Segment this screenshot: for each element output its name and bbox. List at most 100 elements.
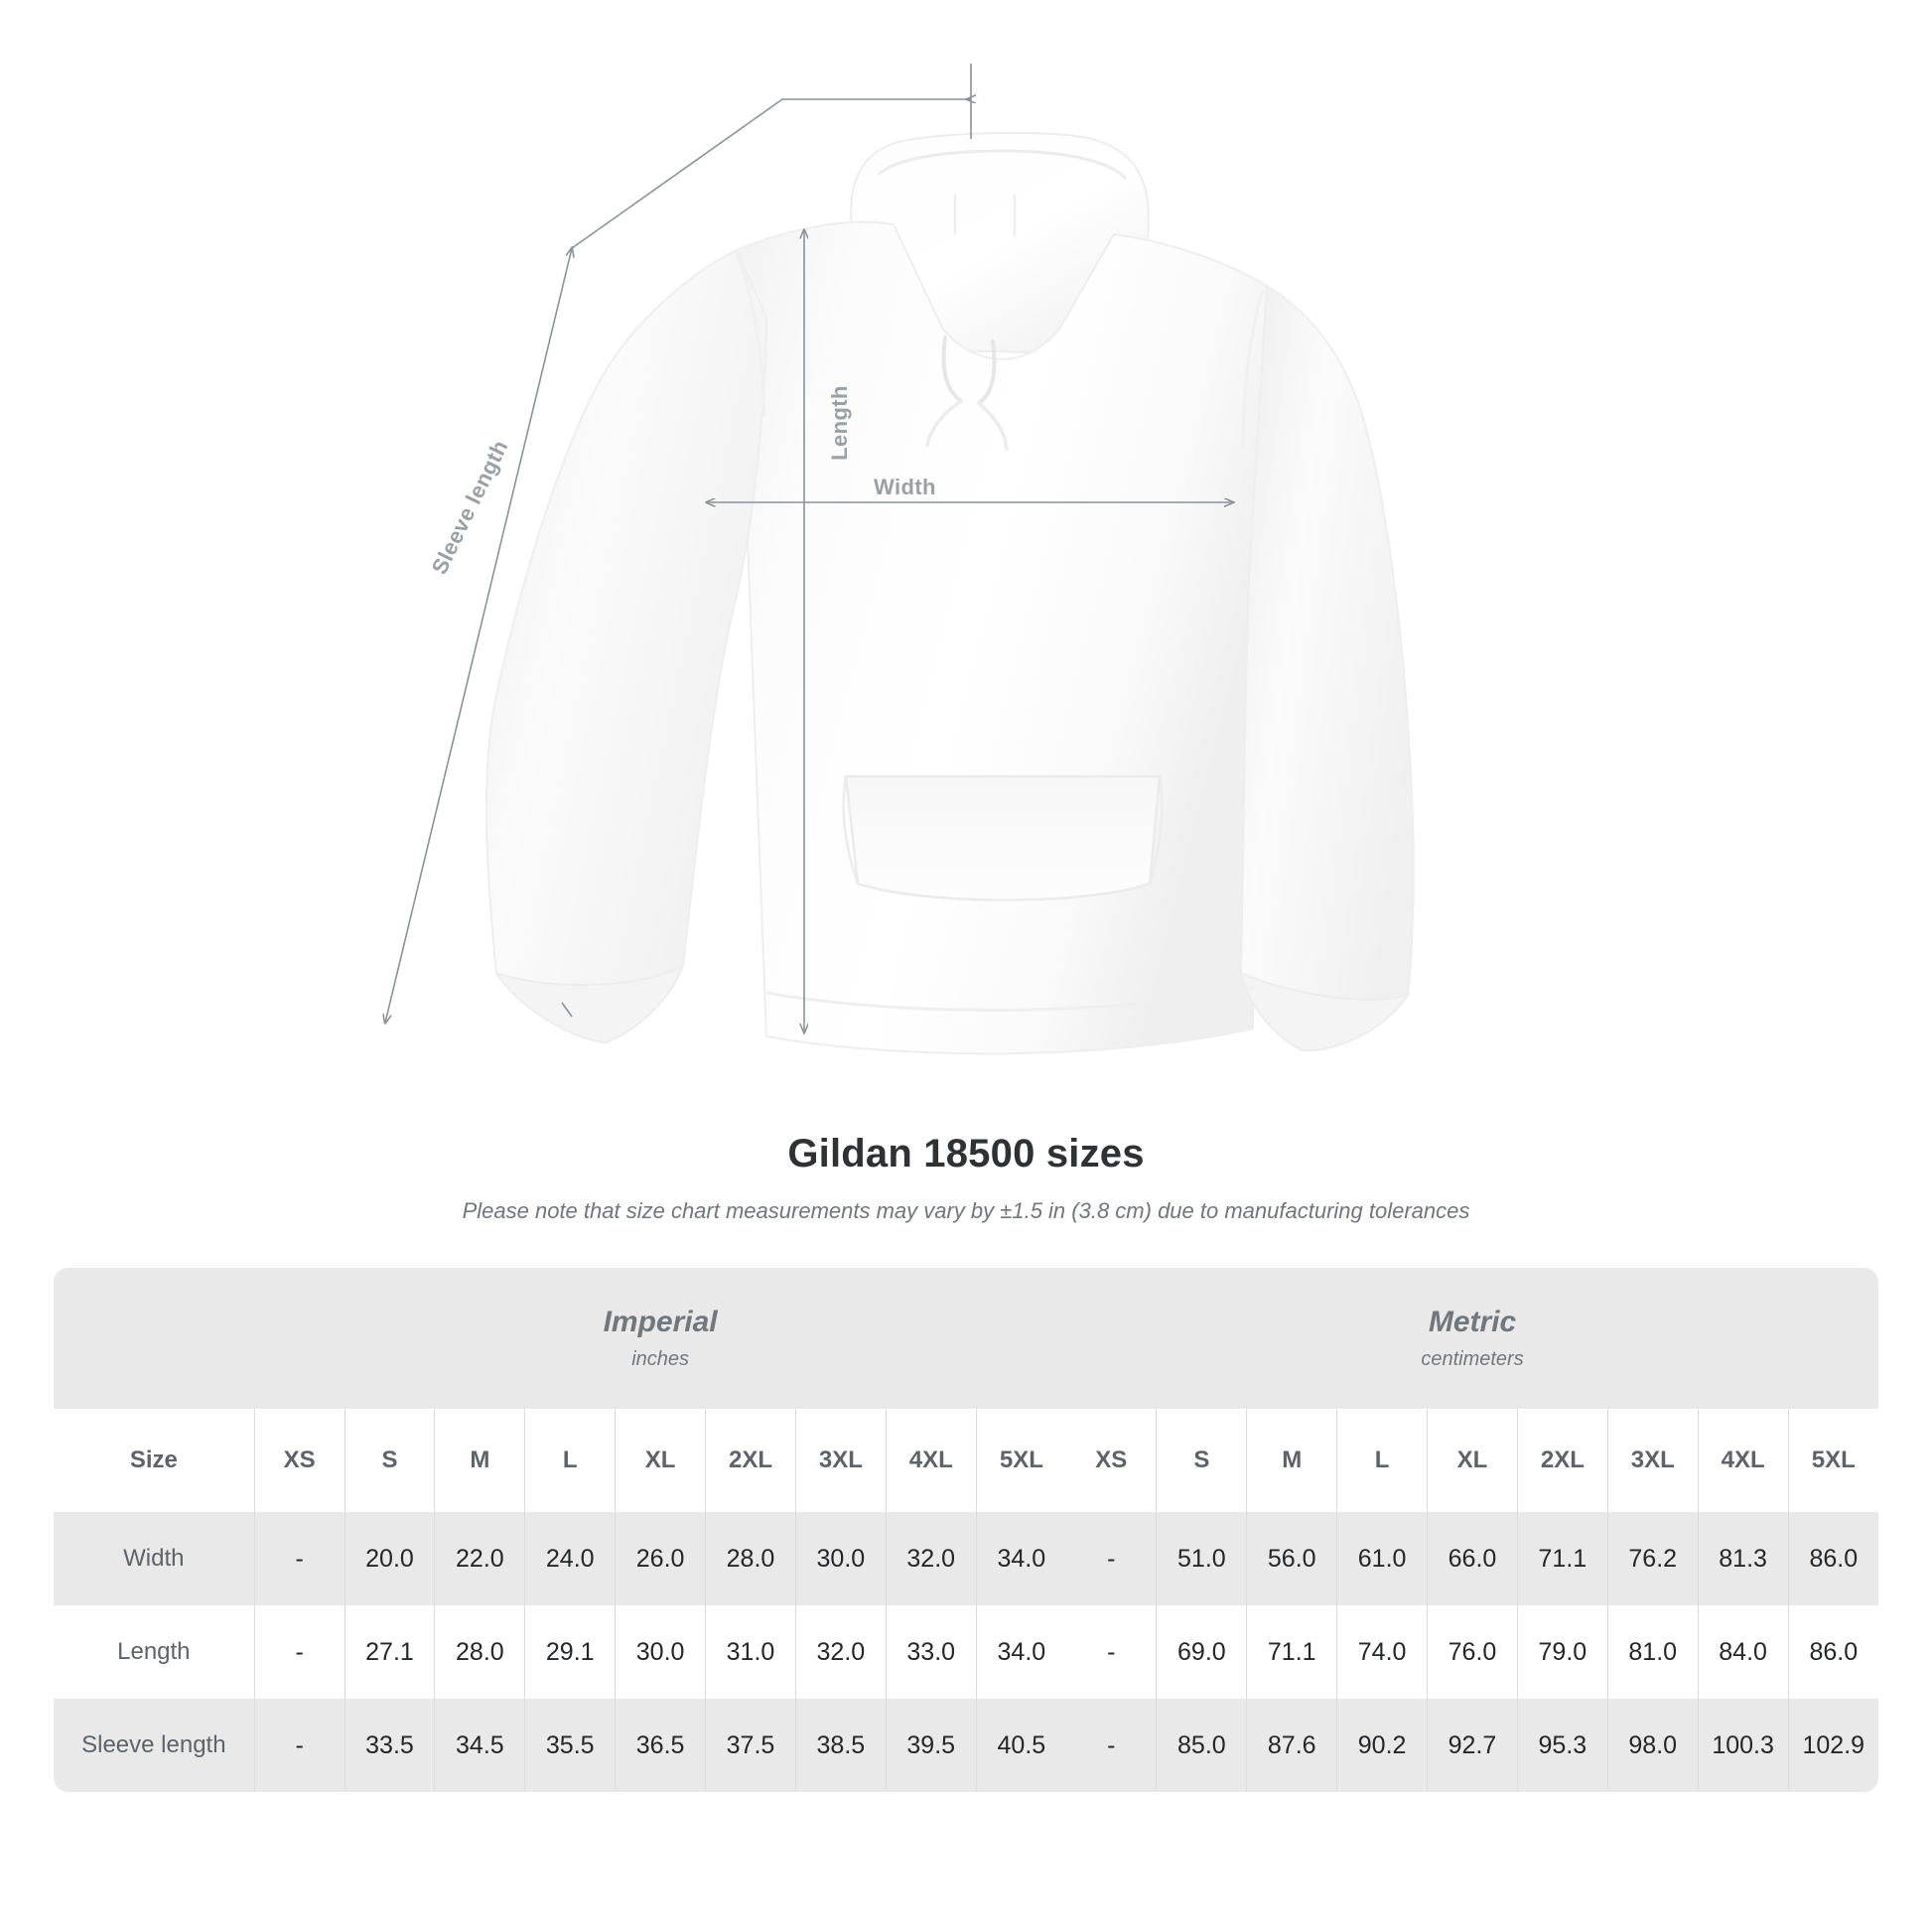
size-header-imperial-4xl: 4XL [885,1409,977,1512]
tolerance-note: Please note that size chart measurements… [462,1198,1470,1223]
size-table-wrapper: Imperial inches Metric centimeters Size XS S M L… [54,1268,1878,1792]
cell-length-metric-2xl: 79.0 [1516,1605,1608,1699]
unit-row-corner [54,1268,255,1409]
cell-sleeve-length-imperial-2xl: 37.5 [705,1699,796,1792]
size-table: Imperial inches Metric centimeters Size XS S M L… [54,1268,1878,1792]
cell-width-imperial-3xl: 30.0 [794,1512,887,1605]
unit-header-metric: Metric centimeters [1066,1268,1878,1409]
cell-sleeve-length-imperial-3xl: 38.5 [794,1699,887,1792]
size-header-metric-5xl: 5XL [1787,1409,1878,1512]
size-header-metric-2xl: 2XL [1516,1409,1608,1512]
cell-length-imperial-2xl: 31.0 [705,1605,796,1699]
cell-length-imperial-xs: - [253,1605,345,1699]
cell-sleeve-length-imperial-5xl: 40.5 [975,1699,1067,1792]
cell-sleeve-length-metric-xl: 92.7 [1427,1699,1518,1792]
size-header-metric-4xl: 4XL [1697,1409,1789,1512]
size-header-metric-xl: XL [1427,1409,1518,1512]
cell-width-metric-xs: - [1066,1512,1157,1605]
unit-subtitle: centimeters [1421,1347,1524,1370]
cell-length-imperial-s: 27.1 [344,1605,435,1699]
cell-length-metric-5xl: 86.0 [1787,1605,1878,1699]
row-header-width: Width [54,1512,255,1605]
cell-width-imperial-xs: - [253,1512,345,1605]
cell-sleeve-length-metric-xs: - [1066,1699,1157,1792]
cell-sleeve-length-metric-s: 85.0 [1156,1699,1247,1792]
hoodie-illustration [484,131,1415,1055]
unit-banner-row: Imperial inches Metric centimeters [54,1268,1878,1409]
cell-width-metric-m: 56.0 [1246,1512,1337,1605]
cell-length-metric-m: 71.1 [1246,1605,1337,1699]
cell-width-imperial-s: 20.0 [344,1512,435,1605]
cell-sleeve-length-imperial-s: 33.5 [344,1699,435,1792]
size-header-metric-3xl: 3XL [1606,1409,1699,1512]
cell-length-metric-4xl: 84.0 [1697,1605,1789,1699]
size-column-header: Size [54,1409,255,1512]
table-row: Length -27.1 28.0 29.1 30.0 31.0 32.0 33.0 34.0-… [54,1605,1878,1699]
cell-sleeve-length-metric-3xl: 98.0 [1606,1699,1699,1792]
size-header-metric-xs: XS [1066,1409,1157,1512]
cell-length-imperial-4xl: 33.0 [885,1605,977,1699]
size-header-metric-l: L [1336,1409,1428,1512]
cell-width-imperial-2xl: 28.0 [705,1512,796,1605]
cell-width-imperial-xl: 26.0 [615,1512,706,1605]
cell-sleeve-length-imperial-xs: - [253,1699,345,1792]
cell-width-imperial-4xl: 32.0 [885,1512,977,1605]
size-header-row: Size XS S M L XL 2XL 3XL 4XL 5XL XS S M L XL 2XL 3XL 4XL 5… [54,1409,1878,1512]
measurement-guides [385,64,1233,1033]
unit-header-imperial: Imperial inches [254,1268,1067,1409]
row-header-sleeve-length: Sleeve length [54,1699,255,1792]
cell-sleeve-length-imperial-l: 35.5 [524,1699,616,1792]
page-title: Gildan 18500 sizes [787,1132,1145,1175]
size-header-imperial-5xl: 5XL [975,1409,1067,1512]
cell-sleeve-length-imperial-xl: 36.5 [615,1699,706,1792]
size-header-metric-m: M [1246,1409,1337,1512]
cell-length-imperial-l: 29.1 [524,1605,616,1699]
cell-length-metric-xs: - [1066,1605,1157,1699]
cell-width-metric-l: 61.0 [1336,1512,1428,1605]
cell-sleeve-length-metric-5xl: 102.9 [1787,1699,1878,1792]
cell-width-metric-5xl: 86.0 [1787,1512,1878,1605]
cell-width-metric-3xl: 76.2 [1606,1512,1699,1605]
cell-width-metric-s: 51.0 [1156,1512,1247,1605]
cell-length-metric-xl: 76.0 [1427,1605,1518,1699]
size-header-imperial-xs: XS [253,1409,345,1512]
cell-length-imperial-m: 28.0 [434,1605,525,1699]
cell-sleeve-length-metric-l: 90.2 [1336,1699,1428,1792]
cell-width-imperial-l: 24.0 [524,1512,616,1605]
diagram-svg [0,64,1415,1055]
cell-length-metric-s: 69.0 [1156,1605,1247,1699]
size-header-imperial-xl: XL [615,1409,706,1512]
size-header-imperial-2xl: 2XL [705,1409,796,1512]
cell-sleeve-length-metric-2xl: 95.3 [1516,1699,1608,1792]
cell-width-imperial-5xl: 34.0 [975,1512,1067,1605]
unit-subtitle: inches [631,1347,690,1370]
size-header-metric-s: S [1156,1409,1247,1512]
cell-width-metric-2xl: 71.1 [1516,1512,1608,1605]
size-header-imperial-l: L [524,1409,616,1512]
row-header-length: Length [54,1605,255,1699]
width-label: Width [874,475,936,499]
cell-width-metric-4xl: 81.3 [1697,1512,1789,1605]
unit-name: Imperial [603,1306,718,1339]
cell-length-metric-3xl: 81.0 [1606,1605,1699,1699]
unit-name: Metric [1428,1306,1517,1339]
cell-width-metric-xl: 66.0 [1427,1512,1518,1605]
cell-length-imperial-5xl: 34.0 [975,1605,1067,1699]
cell-sleeve-length-imperial-m: 34.5 [434,1699,525,1792]
chart-headings: Gildan 18500 sizes Please note that size… [0,1132,1932,1224]
sleeve-length-guide [385,248,572,1023]
size-header-imperial-m: M [434,1409,525,1512]
table-row: Width -20.0 22.0 24.0 26.0 28.0 30.0 32.0 34.0-5… [54,1512,1878,1605]
cell-width-imperial-m: 22.0 [434,1512,525,1605]
size-header-imperial-s: S [344,1409,435,1512]
cell-sleeve-length-metric-4xl: 100.3 [1697,1699,1789,1792]
table-row: Sleeve length -33.5 34.5 35.5 36.5 37.5 38.5 39… [54,1699,1878,1792]
size-header-imperial-3xl: 3XL [794,1409,887,1512]
cell-length-imperial-xl: 30.0 [615,1605,706,1699]
cell-sleeve-length-metric-m: 87.6 [1246,1699,1337,1792]
sleeve-top-leader [571,64,971,249]
cell-length-metric-l: 74.0 [1336,1605,1428,1699]
garment-measurement-diagram: Sleeve length Length Width [0,64,1415,1055]
cell-length-imperial-3xl: 32.0 [794,1605,887,1699]
